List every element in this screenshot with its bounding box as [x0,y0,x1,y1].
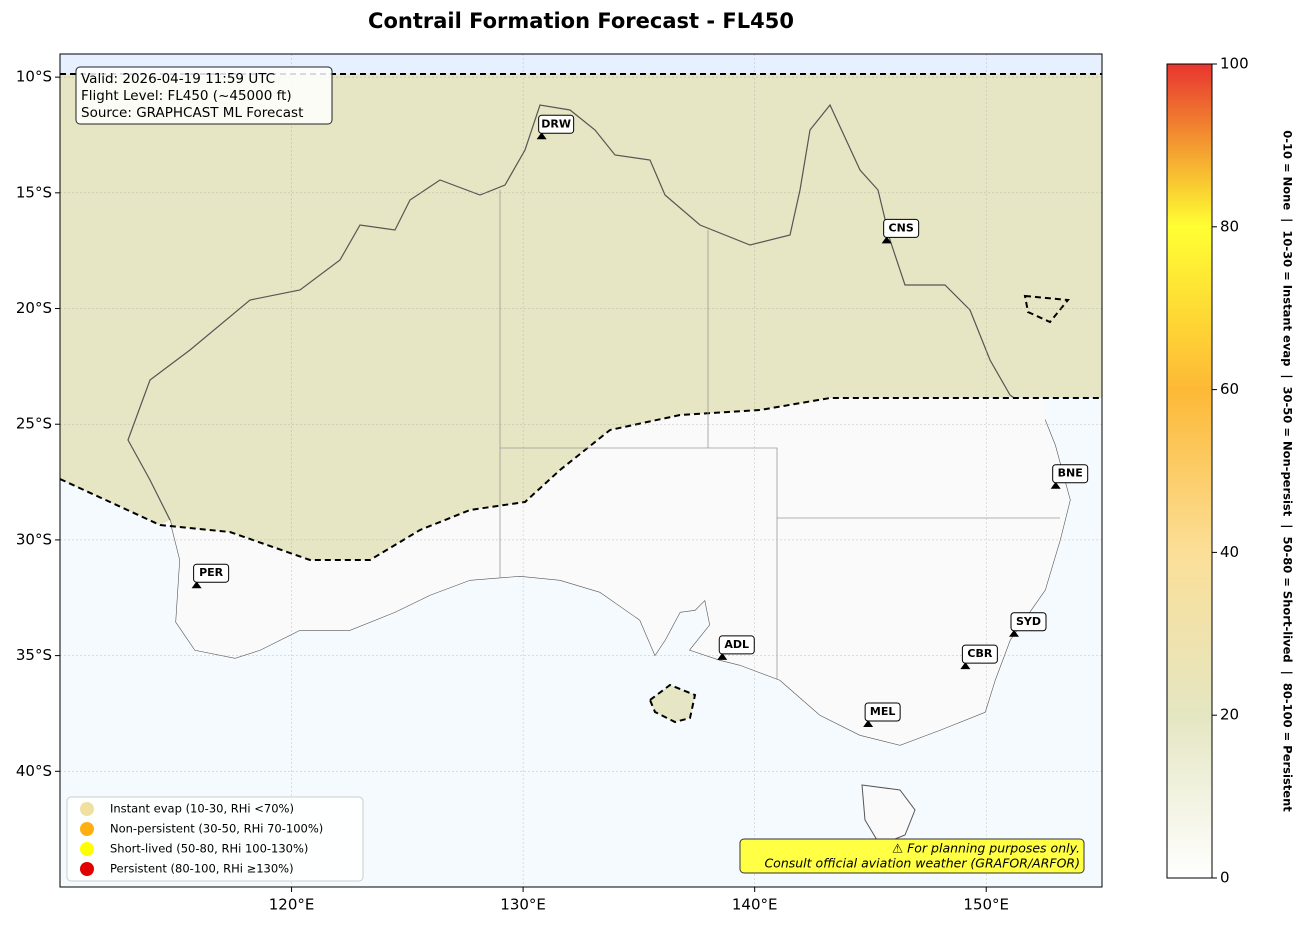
legend-label: Short-lived (50-80, RHi 100-130%) [110,842,308,856]
title: Contrail Formation Forecast - FL450 [368,9,794,33]
colorbar-ticks: 0 20 40 60 80 100 [1212,55,1249,887]
city-label-box [1010,612,1047,632]
land-clear [160,398,1070,745]
colorbar-tick-label: 20 [1220,706,1239,724]
legend-swatch [80,802,94,816]
city-marker [536,132,547,140]
contrail-patch [1023,294,1070,324]
colorbar-label: 0-10 = None | 10-30 = Instant evap | 30-… [1281,130,1295,812]
x-tick-label: 120°E [269,896,315,914]
contrail-region [60,74,1102,560]
y-tick-label: 35°S [16,646,52,664]
tasmania [861,784,916,846]
grid [60,54,1102,887]
city-label: SYD [1016,615,1041,628]
legend-swatch [80,842,94,856]
cities: DRW CNS BNE PER ADL SYD CBR MEL [191,114,1089,728]
city-label-box [718,635,755,655]
colorbar-tick-label: 100 [1220,55,1249,73]
city-label-box [1052,464,1089,484]
legend-label: Instant evap (10-30, RHi <70%) [110,802,294,816]
info-frame [75,66,333,125]
info-box: Valid: 2026-04-19 11:59 UTC Flight Level… [75,66,333,125]
colorbar-tick-label: 40 [1220,543,1239,561]
state-borders [499,190,1060,680]
city-marker [881,236,892,244]
contrail-patch [648,683,697,724]
city-marker [1050,481,1061,489]
legend-swatch [80,862,94,876]
city-label: BNE [1058,467,1083,480]
x-tick-label: 130°E [500,896,546,914]
info-line: Source: GRAPHCAST ML Forecast [81,105,303,121]
y-tick-label: 30°S [16,530,52,548]
city-label-box [538,114,575,134]
map-frame [59,53,1103,888]
city-label-box [193,563,230,583]
legend-frame [66,796,364,882]
x-tick-label: 140°E [732,896,778,914]
city-marker [863,720,874,728]
info-line: Flight Level: FL450 (~45000 ft) [81,88,292,104]
city-label: MEL [870,705,895,718]
x-tick-label: 150°E [963,896,1009,914]
warning-box: ⚠ For planning purposes only. Consult of… [739,838,1085,874]
city-label: ADL [724,638,749,651]
city-label-box [961,644,998,664]
y-tick-label: 20°S [16,299,52,317]
city-label-box [864,702,901,722]
warning-line: Consult official aviation weather (GRAFO… [764,856,1080,871]
colorbar-tick-label: 0 [1220,869,1230,887]
city-label: CBR [967,647,992,660]
legend-swatch [80,822,94,836]
city-marker [717,652,728,660]
city-marker [191,581,202,589]
info-line: Valid: 2026-04-19 11:59 UTC [81,71,275,87]
city-label: PER [199,566,224,579]
legend-label: Persistent (80-100, RHi ≥130%) [110,862,294,876]
city-label: DRW [541,117,571,130]
colorbar-tick-label: 80 [1220,217,1239,235]
colorbar [1166,63,1213,879]
map-area: DRW CNS BNE PER ADL SYD CBR MEL [60,54,1102,887]
colorbar-tick-label: 60 [1220,380,1239,398]
city-label-box [883,218,920,238]
legend-label: Non-persistent (30-50, RHi 70-100%) [110,822,323,836]
legend: Instant evap (10-30, RHi <70%) Non-persis… [66,796,364,882]
city-marker [1009,629,1020,637]
y-tick-label: 25°S [16,415,52,433]
city-marker [960,662,971,670]
ticks: 120°E 130°E 140°E 150°E 10°S 15°S 20°S 25°S 30°S… [16,68,1009,914]
city-label: CNS [889,221,914,234]
warning-frame [739,838,1085,874]
y-tick-label: 15°S [16,183,52,201]
y-tick-label: 40°S [16,762,52,780]
warning-line: ⚠ For planning purposes only. [892,841,1080,856]
y-tick-label: 10°S [16,68,52,86]
